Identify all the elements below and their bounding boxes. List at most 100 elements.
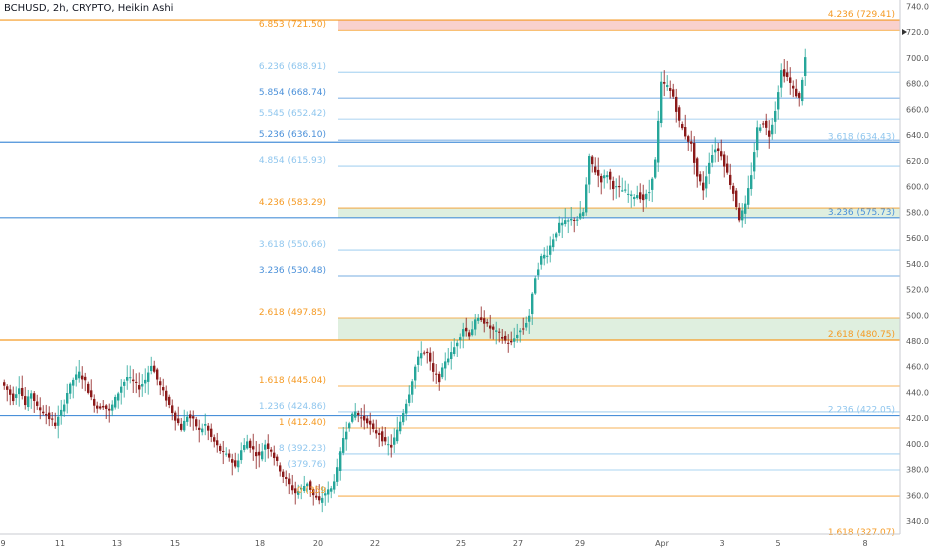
candle-body (474, 319, 477, 330)
price-tick-label: 340.0 (906, 517, 929, 526)
candle-body (768, 130, 771, 137)
candle-body (483, 318, 486, 324)
price-tick-label: 560.0 (906, 234, 929, 243)
candle-body (36, 401, 39, 406)
price-tick-label: 520.0 (906, 286, 929, 295)
candle-body (582, 212, 585, 216)
candles (3, 48, 807, 513)
candle-body (609, 171, 612, 180)
candle-body (432, 363, 435, 372)
candle-body (585, 184, 588, 213)
candle-body (9, 389, 12, 395)
candle-body (597, 169, 600, 176)
candle-body (492, 326, 495, 330)
candle-body (576, 219, 579, 221)
candle-body (657, 120, 660, 163)
candle-body (162, 387, 165, 391)
price-tick-label: 440.0 (906, 388, 929, 397)
candle-body (387, 444, 390, 446)
candle-body (561, 222, 564, 226)
candle-body (117, 393, 120, 401)
candle-body (225, 453, 228, 455)
candle-body (702, 182, 705, 191)
candle-body (153, 365, 156, 372)
candle-body (306, 483, 309, 487)
candle-body (315, 495, 318, 498)
price-tick-label: 500.0 (906, 311, 929, 320)
candle-body (372, 423, 375, 430)
candle-body (681, 124, 684, 129)
candle-body (144, 379, 147, 384)
candle-body (531, 293, 534, 315)
candle-body (309, 481, 312, 490)
price-tick-label: 420.0 (906, 414, 929, 423)
candle-body (24, 396, 27, 406)
candle-body (303, 485, 306, 492)
candle-body (588, 156, 591, 185)
fib-right-label: 3.236 (575.73) (828, 208, 895, 218)
fib-left-label: (379.76) (287, 460, 326, 470)
candle-body (42, 411, 45, 414)
candle-body (690, 141, 693, 144)
candle-body (666, 84, 669, 88)
candle-body (564, 220, 567, 225)
price-tick-label: 700.0 (906, 54, 929, 63)
candle-body (123, 381, 126, 386)
fib-left-label: 5.854 (668.74) (259, 88, 326, 98)
candle-body (201, 428, 204, 433)
candle-body (417, 356, 420, 365)
candle-body (630, 194, 633, 196)
candle-body (543, 254, 546, 259)
candle-body (336, 467, 339, 482)
candle-body (501, 337, 504, 339)
candle-body (33, 393, 36, 401)
candle-body (120, 386, 123, 393)
fib-zone (338, 208, 900, 218)
candle-body (507, 342, 510, 344)
candle-body (171, 405, 174, 414)
fib-left-label: 4.854 (615.93) (259, 156, 326, 166)
candle-body (198, 427, 201, 430)
price-tick-label: 740.0 (906, 2, 929, 11)
candle-body (738, 207, 741, 221)
candle-body (723, 154, 726, 167)
candle-body (477, 317, 480, 321)
candle-body (795, 88, 798, 97)
candle-body (408, 394, 411, 403)
candle-body (426, 351, 429, 354)
price-tick-label: 600.0 (906, 183, 929, 192)
candle-body (249, 440, 252, 448)
candle-body (660, 81, 663, 124)
candle-body (693, 143, 696, 163)
candle-body (150, 365, 153, 372)
candle-body (192, 416, 195, 419)
candle-body (27, 396, 30, 408)
time-tick-label: 27 (513, 539, 523, 548)
time-tick-label: 25 (456, 539, 466, 548)
candle-body (207, 425, 210, 431)
time-tick-label: Apr (655, 539, 670, 548)
candle-body (699, 174, 702, 182)
candle-body (165, 390, 168, 401)
candle-body (339, 451, 342, 471)
candle-body (624, 189, 627, 191)
candle-body (186, 416, 189, 422)
candle-body (231, 459, 234, 463)
candle-body (156, 369, 159, 380)
candle-body (516, 334, 519, 339)
candle-body (138, 385, 141, 390)
candle-body (72, 379, 75, 386)
candle-body (174, 412, 177, 421)
candle-body (459, 337, 462, 341)
candle-body (99, 406, 102, 409)
time-tick-label: 8 (862, 539, 867, 548)
candle-body (600, 176, 603, 183)
candle-body (486, 322, 489, 324)
candle-body (777, 92, 780, 110)
price-marker-icon (902, 29, 907, 35)
candle-body (552, 239, 555, 248)
candle-body (471, 329, 474, 336)
candle-body (456, 342, 459, 347)
candle-body (126, 377, 129, 381)
